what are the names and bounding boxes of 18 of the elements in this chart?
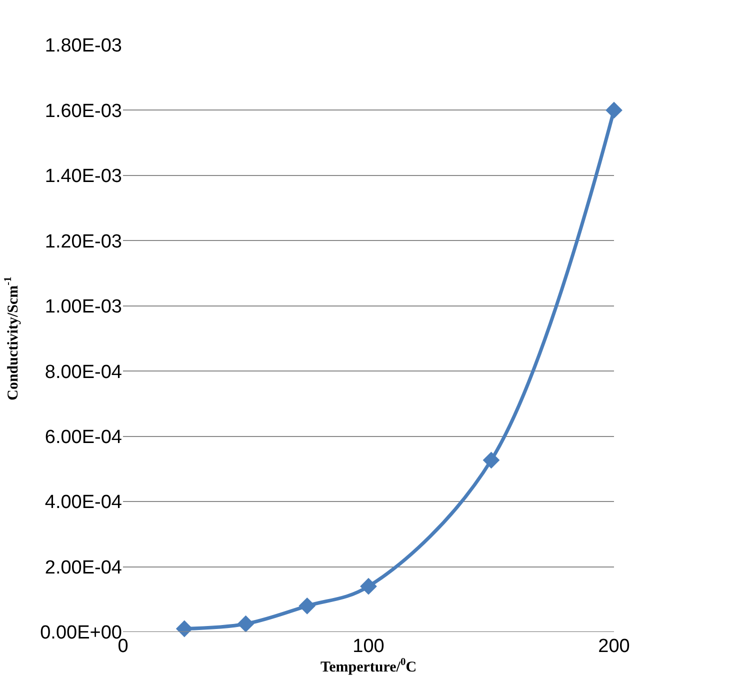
- y-tick-label: 1.00E-03: [44, 296, 122, 318]
- point: [237, 615, 254, 632]
- point: [606, 102, 622, 119]
- y-tick-label: 2.00E-04: [44, 557, 122, 578]
- x-tick-label: 100: [352, 636, 384, 657]
- point: [176, 620, 193, 638]
- x-axis-title: Temperture/$^{0}$C: [320, 657, 417, 676]
- y-tick-label: 6.00E-04: [44, 426, 122, 448]
- point: [298, 597, 316, 614]
- y-tick-label: 1.20E-03: [44, 231, 122, 252]
- y-tick-label: 1.40E-03: [44, 166, 122, 188]
- y-tick-label: 1.80E-03: [44, 36, 122, 57]
- y-tick-label: 1.60E-03: [44, 100, 122, 122]
- y-tick-label: 4.00E-04: [44, 492, 122, 514]
- point: [360, 578, 377, 595]
- point: [482, 452, 500, 469]
- x-tick-label: 200: [598, 636, 630, 657]
- y-tick-label: 8.00E-04: [44, 362, 122, 383]
